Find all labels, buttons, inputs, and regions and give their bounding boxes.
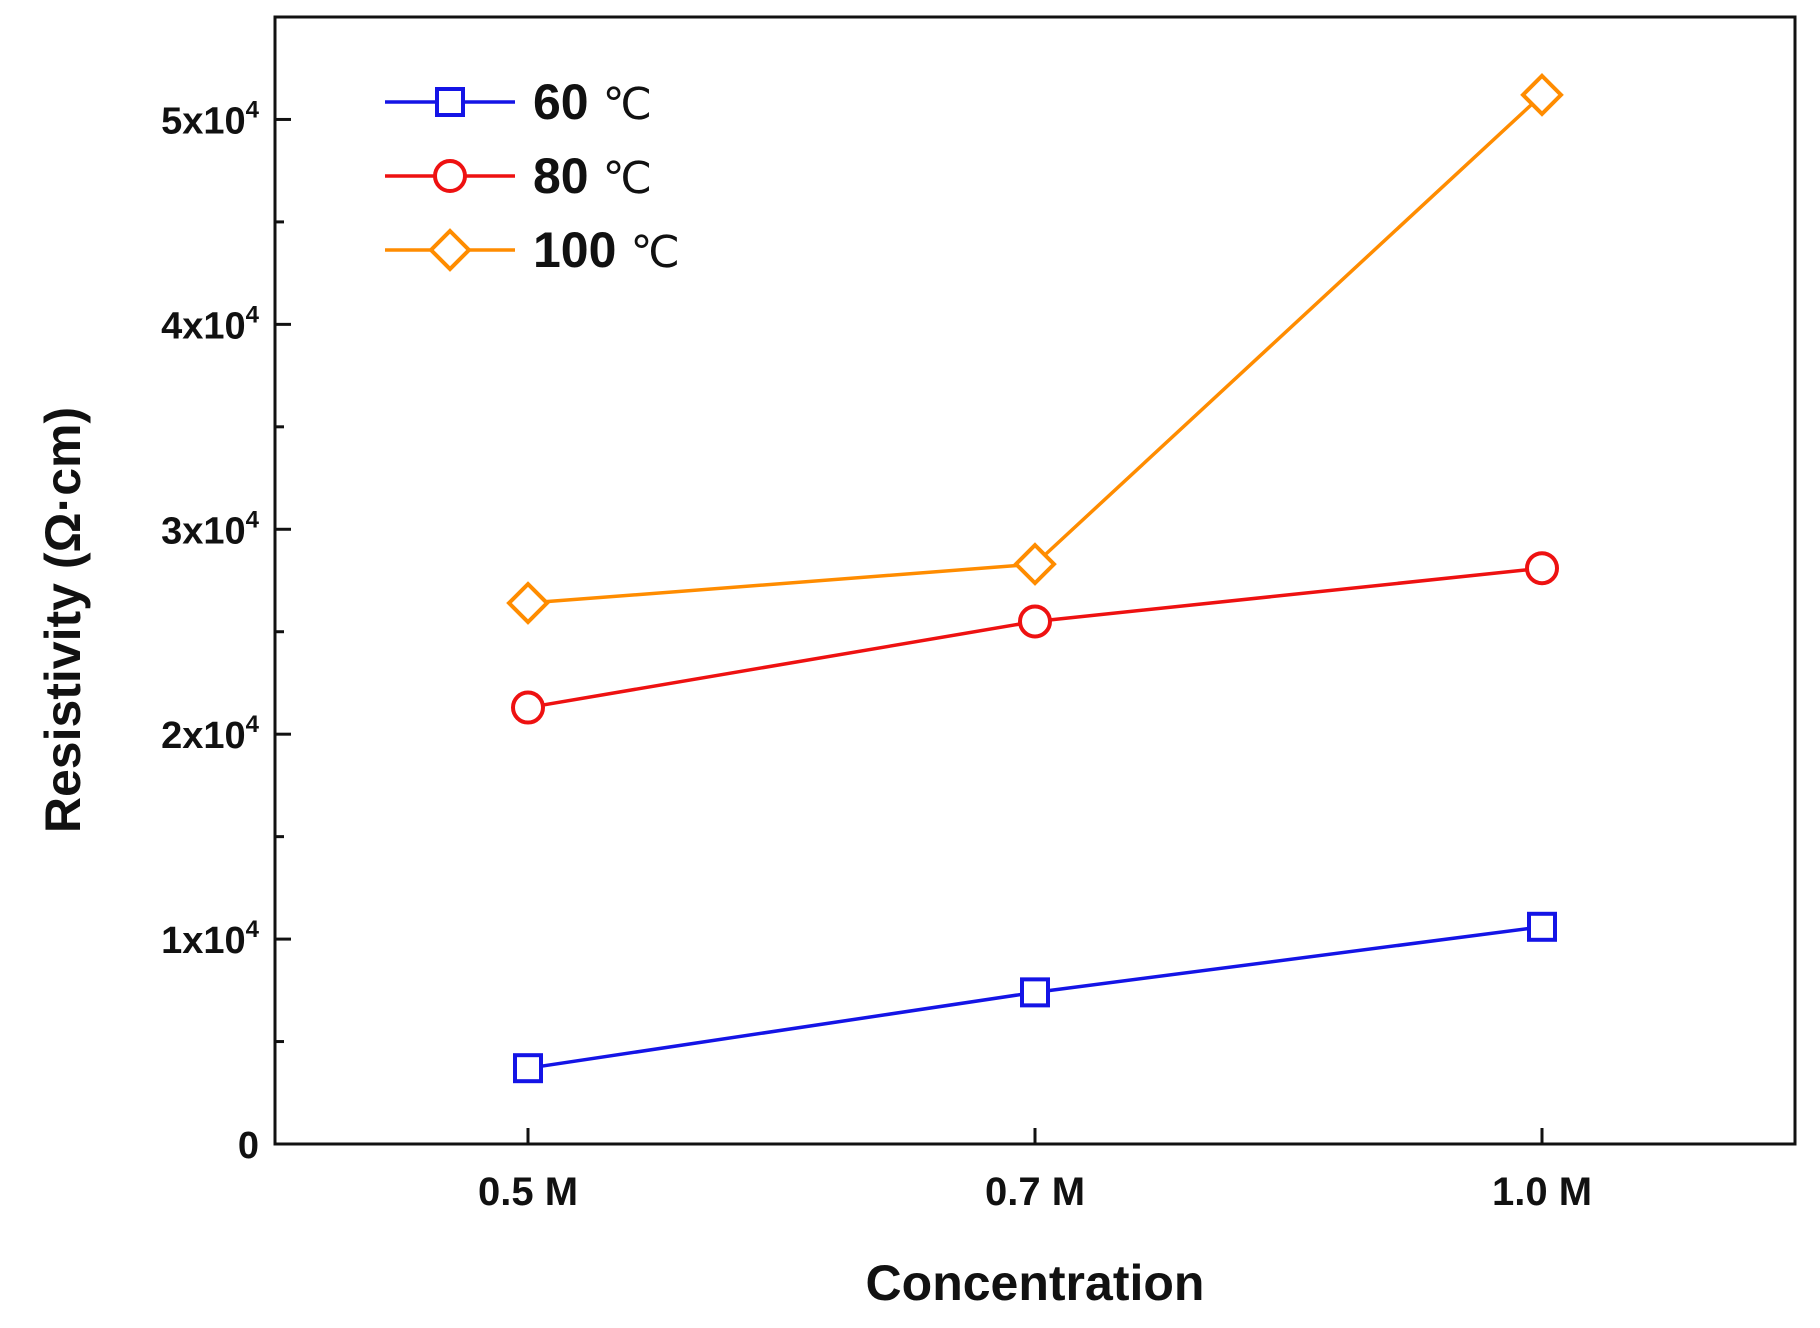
legend-label: 100 ℃ — [533, 222, 680, 278]
data-point — [511, 690, 545, 725]
y-tick-exponent: 4 — [246, 96, 260, 123]
y-tick-label: 1x104 — [161, 916, 260, 962]
y-tick-exponent: 4 — [246, 506, 260, 533]
data-point — [1525, 551, 1559, 586]
y-tick-label: 5x104 — [161, 96, 260, 142]
series-line — [527, 93, 1544, 605]
series-60 — [513, 911, 1557, 1084]
y-tick-exponent: 4 — [246, 711, 260, 738]
legend-marker — [428, 228, 472, 272]
y-tick-label: 0 — [238, 1125, 259, 1167]
data-point — [1018, 604, 1052, 639]
y-tick-base: 2x10 — [161, 715, 246, 757]
legend-item: 60 ℃ — [385, 74, 652, 130]
y-tick-base: 4x10 — [161, 305, 246, 347]
legend-unit: ℃ — [630, 227, 679, 278]
data-point — [1520, 73, 1564, 117]
legend-unit: ℃ — [603, 153, 652, 204]
y-tick-exponent: 4 — [246, 916, 260, 943]
data-point — [1527, 911, 1557, 942]
y-tick-label: 2x104 — [161, 711, 260, 757]
x-tick-label: 0.5 M — [478, 1170, 578, 1214]
legend-marker — [435, 87, 465, 117]
y-tick-label: 4x104 — [161, 301, 260, 347]
data-point — [506, 581, 550, 625]
x-tick-label: 0.7 M — [985, 1170, 1085, 1214]
legend-unit: ℃ — [603, 79, 652, 130]
series-80 — [511, 551, 1559, 725]
data-point — [1013, 542, 1057, 586]
y-tick-base: 3x10 — [161, 510, 246, 552]
y-tick-base: 1x10 — [161, 920, 246, 962]
x-tick-label: 1.0 M — [1492, 1170, 1592, 1214]
y-axis-title: Resistivity (Ω·cm) — [35, 407, 91, 833]
legend-label: 60 ℃ — [533, 74, 652, 130]
series-100 — [506, 73, 1564, 625]
legend: 60 ℃ 80 ℃ 100 ℃ — [385, 74, 680, 278]
series-layer — [506, 73, 1564, 1084]
data-point — [1020, 977, 1050, 1008]
data-point — [513, 1053, 543, 1084]
legend-label: 80 ℃ — [533, 148, 652, 204]
x-axis-title: Concentration — [866, 1255, 1205, 1311]
y-tick-exponent: 4 — [246, 301, 260, 328]
y-tick-base: 0 — [238, 1125, 259, 1167]
x-axis-ticks: 0.5 M 0.7 M 1.0 M — [478, 1128, 1592, 1214]
legend-item: 80 ℃ — [385, 148, 652, 204]
legend-marker — [433, 159, 467, 193]
legend-item: 100 ℃ — [385, 222, 680, 278]
y-tick-base: 5x10 — [161, 100, 246, 142]
y-tick-label: 3x104 — [161, 506, 260, 552]
